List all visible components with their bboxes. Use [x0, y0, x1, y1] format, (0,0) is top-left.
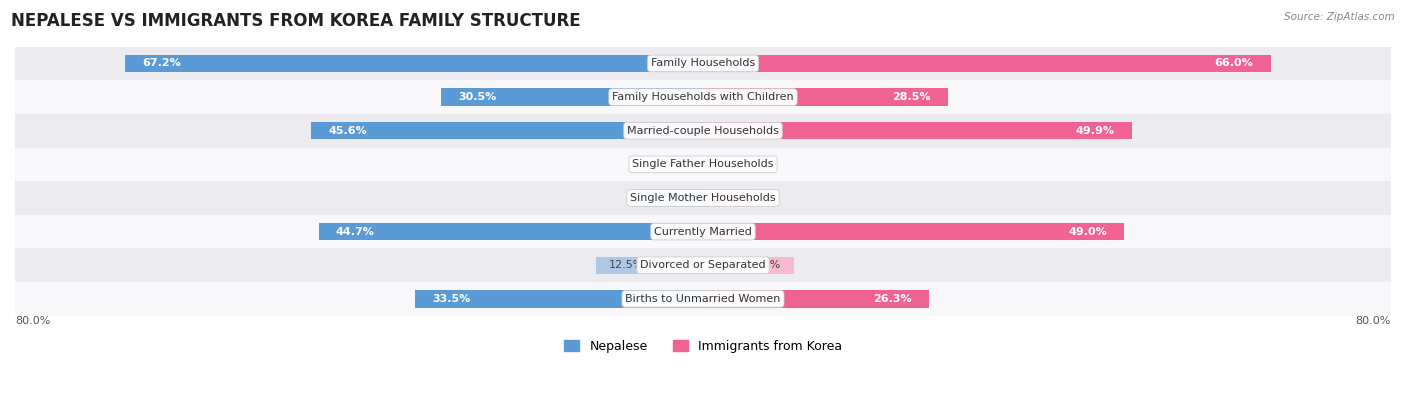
Text: 33.5%: 33.5% [432, 294, 471, 304]
Text: 2.0%: 2.0% [679, 159, 707, 169]
Text: Family Households with Children: Family Households with Children [612, 92, 794, 102]
Bar [703, 256, 794, 274]
Text: Currently Married: Currently Married [654, 227, 752, 237]
Text: 66.0%: 66.0% [1215, 58, 1253, 68]
Text: Married-couple Households: Married-couple Households [627, 126, 779, 136]
Text: 49.0%: 49.0% [1069, 227, 1107, 237]
Text: 44.7%: 44.7% [336, 227, 374, 237]
Text: 28.5%: 28.5% [893, 92, 931, 102]
Bar [15, 282, 1391, 316]
Text: Single Father Households: Single Father Households [633, 159, 773, 169]
Bar [703, 55, 1271, 72]
Bar [15, 181, 1391, 215]
Bar [15, 114, 1391, 147]
Bar [125, 55, 703, 72]
Text: 12.5%: 12.5% [609, 260, 644, 270]
Text: Births to Unmarried Women: Births to Unmarried Women [626, 294, 780, 304]
Bar [703, 223, 1125, 240]
Bar [15, 248, 1391, 282]
Bar [311, 122, 703, 139]
Text: 30.5%: 30.5% [458, 92, 496, 102]
Bar [319, 223, 703, 240]
Text: 67.2%: 67.2% [142, 58, 181, 68]
Text: NEPALESE VS IMMIGRANTS FROM KOREA FAMILY STRUCTURE: NEPALESE VS IMMIGRANTS FROM KOREA FAMILY… [11, 12, 581, 30]
Bar [15, 147, 1391, 181]
Text: 26.3%: 26.3% [873, 294, 912, 304]
Bar [703, 189, 748, 207]
Text: 80.0%: 80.0% [1355, 316, 1391, 326]
Bar [638, 189, 703, 207]
Text: 45.6%: 45.6% [328, 126, 367, 136]
Bar [703, 156, 720, 173]
Text: Family Households: Family Households [651, 58, 755, 68]
Bar [676, 156, 703, 173]
Text: Source: ZipAtlas.com: Source: ZipAtlas.com [1284, 12, 1395, 22]
Text: 49.9%: 49.9% [1076, 126, 1115, 136]
Bar [15, 47, 1391, 80]
Bar [15, 80, 1391, 114]
Text: 80.0%: 80.0% [15, 316, 51, 326]
Bar [15, 215, 1391, 248]
Text: 10.6%: 10.6% [747, 260, 782, 270]
Text: Divorced or Separated: Divorced or Separated [640, 260, 766, 270]
Bar [415, 290, 703, 308]
Text: Single Mother Households: Single Mother Households [630, 193, 776, 203]
Text: 5.3%: 5.3% [707, 193, 735, 203]
Bar [440, 88, 703, 106]
Bar [596, 256, 703, 274]
Bar [703, 88, 948, 106]
Legend: Nepalese, Immigrants from Korea: Nepalese, Immigrants from Korea [560, 335, 846, 358]
Bar [703, 290, 929, 308]
Bar [703, 122, 1132, 139]
Text: 7.5%: 7.5% [651, 193, 679, 203]
Text: 3.1%: 3.1% [689, 159, 717, 169]
